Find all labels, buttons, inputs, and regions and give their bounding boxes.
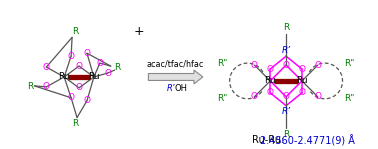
Text: OH: OH [174,84,187,93]
Text: O: O [267,88,274,97]
Text: O: O [84,49,90,58]
Text: R": R" [344,59,355,68]
Text: R: R [283,130,289,139]
Text: O: O [43,82,50,91]
Text: R": R" [217,59,228,68]
Text: O: O [76,83,82,92]
Text: O: O [68,52,74,61]
Text: O: O [283,61,290,70]
Text: 2.4560-2.4771(9) Å: 2.4560-2.4771(9) Å [260,135,355,146]
Text: Ru-Ru:: Ru-Ru: [253,135,288,145]
Text: O: O [96,59,103,68]
Text: O: O [299,88,305,97]
Text: O: O [267,65,274,74]
Text: O: O [314,92,321,101]
Text: acac/tfac/hfac: acac/tfac/hfac [147,60,204,69]
Text: R: R [72,119,78,128]
Text: Ru: Ru [58,72,70,82]
Text: R: R [72,27,78,36]
Text: O: O [314,61,321,70]
Text: O: O [68,93,74,102]
Text: Ru: Ru [296,76,308,85]
Text: Ru: Ru [88,72,100,82]
Polygon shape [149,70,203,84]
Text: O: O [76,62,82,71]
Text: R": R" [344,94,355,103]
Text: O: O [84,96,90,105]
Text: O: O [251,92,258,101]
Text: Ru: Ru [265,76,276,85]
Text: +: + [133,25,144,38]
Text: R: R [283,23,289,32]
Text: O: O [104,69,111,77]
Text: R’: R’ [282,46,291,55]
Text: O: O [251,61,258,70]
Text: R": R" [217,94,228,103]
Text: O: O [283,92,290,101]
Text: R’: R’ [166,84,175,93]
Text: R: R [27,82,34,91]
Text: O: O [43,63,50,72]
Text: O: O [299,65,305,74]
Text: R: R [115,63,121,72]
Text: R’: R’ [282,107,291,116]
